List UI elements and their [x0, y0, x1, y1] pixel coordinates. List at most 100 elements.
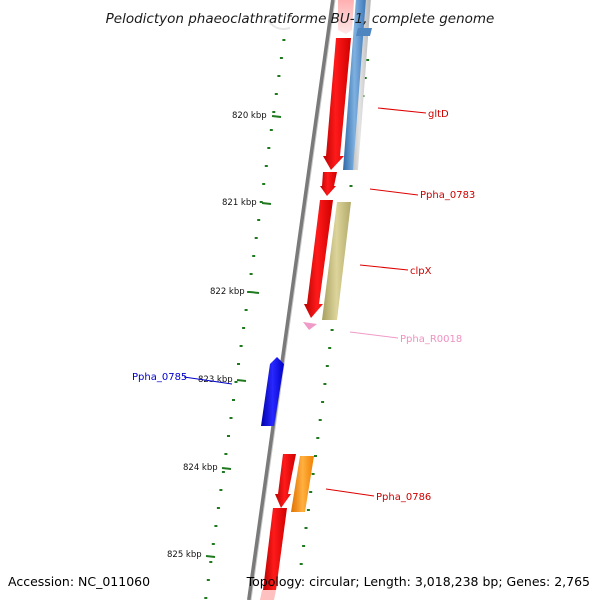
outer-track-dot [321, 401, 325, 403]
cds-features [260, 0, 354, 600]
ruler: 820 kbp 821 kbp 822 kbp 823 kbp 824 kbp … [167, 111, 282, 560]
outer-track-dot [325, 365, 329, 367]
callout-line-ppha-0783 [369, 188, 419, 196]
ruler-minor-tick [264, 165, 268, 167]
cds-faded-top[interactable] [338, 0, 354, 34]
outer-track-dot [311, 473, 315, 475]
gene-label-gltD[interactable]: gltD [428, 109, 449, 120]
ruler-label-824: 824 kbp [183, 463, 218, 473]
ruler-minor-tick [242, 327, 246, 329]
blast-tracks [291, 0, 372, 512]
ruler-minor-tick [204, 597, 208, 599]
cds-gltD[interactable] [323, 38, 351, 170]
ruler-minor-tick [237, 363, 240, 365]
ruler-minor-tick [262, 183, 266, 185]
ruler-label-820: 820 kbp [232, 111, 267, 121]
ruler-label-825: 825 kbp [167, 550, 202, 560]
outer-track-dot [299, 563, 303, 565]
ruler-minor-tick [269, 129, 273, 131]
genome-backbone [247, 0, 336, 600]
ruler-minor-tick [209, 561, 213, 563]
ruler-minor-tick [214, 525, 218, 527]
gene-callouts: gltD Ppha_0783 clpX Ppha_R0018 Ppha_0785… [132, 107, 475, 503]
ruler-minor-tick [239, 345, 243, 347]
cds-bottom-segment[interactable] [263, 508, 287, 590]
outer-track-dot [309, 491, 313, 493]
ruler-minor-tick [232, 399, 235, 401]
ruler-minor-tick [274, 93, 278, 95]
gene-label-ppha-0786[interactable]: Ppha_0786 [376, 492, 431, 503]
rna-ppha-r0018[interactable] [303, 322, 317, 330]
ruler-minor-tick [227, 435, 230, 437]
callout-line-ppha-r0018 [349, 331, 399, 339]
outer-track-dot [316, 437, 320, 439]
gene-label-ppha-r0018[interactable]: Ppha_R0018 [400, 334, 462, 345]
ruler-minor-tick [224, 453, 228, 455]
ruler-label-823: 823 kbp [198, 375, 233, 385]
ruler-tick-825 [205, 555, 216, 558]
ruler-minor-tick [252, 255, 256, 257]
cds-bottom-fade[interactable] [260, 590, 276, 600]
ruler-minor-tick [219, 489, 223, 491]
ruler-minor-tick [206, 579, 210, 581]
ruler-minor-tick [249, 273, 253, 275]
ruler-minor-tick [254, 237, 258, 239]
ruler-minor-tick [267, 147, 271, 149]
ruler-tick-823 [236, 379, 247, 382]
outer-track-dot [363, 77, 367, 79]
ruler-minor-tick [229, 417, 233, 419]
accession-text: Accession: NC_011060 [8, 574, 150, 589]
cds-ppha-0783[interactable] [320, 172, 337, 196]
backbone-highlight [250, 0, 336, 600]
ruler-minor-tick [279, 57, 283, 59]
ruler-minor-tick [244, 309, 248, 311]
ruler-minor-tick [277, 75, 281, 77]
ruler-minor-tick [221, 471, 225, 473]
outer-track-dot [306, 509, 310, 511]
cds-ppha-0786[interactable] [275, 454, 296, 508]
outer-track-dot [328, 347, 332, 349]
outer-track-dot [349, 185, 353, 187]
blast-hit-orange[interactable] [291, 456, 314, 512]
map-title: Pelodictyon phaeoclathratiforme BU-1, co… [106, 11, 495, 27]
ruler-tick-822 [249, 291, 260, 294]
faint-arc [267, 19, 291, 30]
outer-track-dot [366, 59, 370, 61]
outer-track-dot [330, 329, 334, 331]
ruler-minor-tick [257, 219, 261, 221]
blast-hit-steel-tip[interactable] [356, 28, 372, 36]
gene-label-ppha-0783[interactable]: Ppha_0783 [420, 190, 475, 201]
callout-line-ppha-0786 [325, 488, 375, 497]
callout-line-ppha-0785 [183, 376, 233, 385]
genome-summary-text: Topology: circular; Length: 3,018,238 bp… [246, 574, 590, 589]
ruler-minor-tick [272, 111, 276, 113]
blast-hit-olive[interactable] [322, 202, 351, 320]
gene-label-ppha-0785[interactable]: Ppha_0785 [132, 372, 187, 383]
outer-track-dot [323, 383, 327, 385]
callout-line-clpX [359, 264, 409, 271]
callout-line-gltD [377, 107, 427, 114]
ruler-minor-tick [259, 201, 263, 203]
outer-track-dot [318, 419, 322, 421]
gene-label-clpX[interactable]: clpX [410, 266, 432, 277]
ruler-tick-824 [221, 467, 232, 470]
cds-ppha-0785[interactable] [261, 357, 284, 426]
outer-track-dot [314, 455, 317, 457]
ruler-minor-tick [234, 381, 238, 383]
ruler-minor-tick [282, 39, 286, 41]
ruler-label-822: 822 kbp [210, 287, 245, 297]
ruler-minor-tick [211, 543, 215, 545]
cds-clpX[interactable] [304, 200, 333, 318]
ruler-minor-tick [247, 291, 251, 293]
ruler-tick-821 [261, 202, 272, 205]
ruler-dotted-track [204, 39, 286, 599]
ruler-minor-tick [216, 507, 220, 509]
ruler-tick-820 [271, 115, 282, 118]
blast-hit-steel-upper[interactable] [343, 0, 366, 170]
outer-track-dot [304, 527, 308, 529]
ruler-label-821: 821 kbp [222, 198, 257, 208]
backbone-line [247, 0, 335, 600]
outer-track-dot [302, 545, 306, 547]
